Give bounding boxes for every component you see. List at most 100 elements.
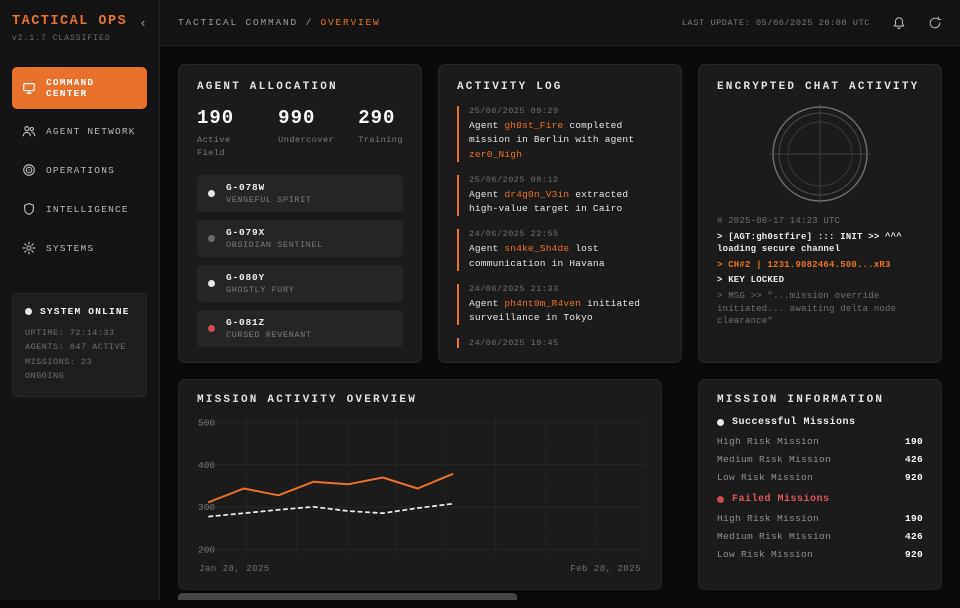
agent-status-dot (208, 234, 215, 242)
mission-stat-row: Low Risk Mission 920 (717, 472, 923, 483)
mission-stat-value: 426 (904, 531, 923, 542)
radar-icon (717, 102, 923, 206)
agent-status-dot (208, 324, 215, 332)
mission-stat-value: 920 (904, 472, 923, 483)
last-update-label: LAST UPDATE: 05/06/2025 20:00 UTC (681, 17, 870, 28)
sidebar-item-systems[interactable]: SYSTEMS (12, 231, 147, 265)
mission-section-header: Successful Missions (717, 417, 923, 428)
svg-text:200: 200 (198, 545, 215, 556)
system-status-title: SYSTEM ONLINE (25, 306, 134, 317)
mission-section-label: Failed Missions (732, 494, 830, 505)
chat-line: > CH#2 | 1231.9082464.500...xR3 (717, 259, 891, 270)
agent-status-dot (208, 279, 215, 287)
sidebar-item-intelligence[interactable]: INTELLIGENCE (12, 192, 147, 226)
sidebar-item-command-center[interactable]: COMMAND CENTER (12, 67, 147, 109)
sidebar-item-agent-network[interactable]: AGENT NETWORK (12, 114, 147, 148)
mission-activity-line-chart: 200 300 400 500 (197, 416, 646, 561)
mission-stat-row: Medium Risk Mission 426 (717, 454, 923, 465)
agent-name: ph4nt0m_R4ven (504, 297, 582, 309)
activity-log-title: ACTIVITY LOG (457, 81, 563, 93)
agent-list-item[interactable]: G-080Y GHOSTLY FURY (197, 264, 403, 302)
horizontal-scrollbar-thumb[interactable] (178, 593, 517, 600)
shield-icon (22, 202, 36, 216)
system-status-label: SYSTEM ONLINE (40, 306, 130, 317)
mission-information-card: MISSION INFORMATION Successful Missions H… (698, 379, 942, 590)
mission-stat-label: Medium Risk Mission (717, 454, 832, 465)
log-timestamp: 25/06/2025 08:12 (469, 174, 559, 185)
agent-codename: VENGEFUL SPIRIT (226, 194, 312, 205)
mission-stat-row: Medium Risk Mission 426 (717, 531, 923, 542)
stat-label: Undercover (278, 135, 335, 145)
chat-line: > [AGT:gh0stfire] ::: INIT >> ^^^ loadin… (717, 231, 902, 255)
mission-section-dot (717, 419, 724, 426)
chat-line: > MSG >> "...mission override initiated.… (717, 290, 897, 327)
mission-stat-label: Low Risk Mission (717, 472, 814, 483)
agent-allocation-stats: 190 Active Field 990 Undercover 290 Training (197, 107, 403, 160)
breadcrumb-root: TACTICAL COMMAND (178, 17, 299, 28)
stat-label: Training (358, 135, 403, 145)
agent-allocation-card: AGENT ALLOCATION 190 Active Field 990 Under… (178, 64, 422, 363)
monitor-icon (22, 81, 36, 95)
sidebar-item-label: SYSTEMS (46, 242, 95, 254)
breadcrumb-separator: / (298, 17, 321, 28)
agent-list-item[interactable]: G-081Z CURSED REVENANT (197, 309, 403, 347)
allocation-stat: 990 Undercover (278, 107, 334, 160)
app-title: TACTICAL OPS (12, 14, 128, 29)
agent-allocation-title: AGENT ALLOCATION (197, 81, 338, 93)
mission-stat-value: 190 (904, 513, 923, 524)
system-status-panel: SYSTEM ONLINE UPTIME: 72:14:33 AGENTS: 84… (12, 293, 147, 397)
mission-stat-row: High Risk Mission 190 (717, 436, 923, 447)
encrypted-chat-title: ENCRYPTED CHAT ACTIVITY (717, 81, 920, 93)
mission-stat-label: Low Risk Mission (717, 549, 814, 560)
main-area: TACTICAL COMMAND / OVERVIEW LAST UPDATE:… (160, 0, 960, 600)
log-message: Agent ph4nt0m_R4ven initiated surveillan… (469, 297, 641, 323)
log-message: Agent sn4ke_Sh4de lost communication in … (469, 243, 605, 269)
chat-line: > KEY LOCKED (717, 275, 785, 286)
activity-log-card: ACTIVITY LOG 25/06/2025 09:29 Agent gh0st… (438, 64, 682, 363)
mission-activity-title: MISSION ACTIVITY OVERVIEW (197, 394, 418, 406)
mission-information-sections: Successful Missions High Risk Mission 190 M… (717, 417, 923, 560)
svg-text:400: 400 (198, 460, 215, 471)
agent-list-item[interactable]: G-079X OBSIDIAN SENTINEL (197, 219, 403, 257)
log-message: Agent gh0st_Fire completed mission in Be… (469, 120, 635, 160)
chat-line: # 2025-06-17 14:23 UTC (717, 216, 841, 226)
system-status-line: UPTIME: 72:14:33 (25, 328, 115, 338)
mission-information-title: MISSION INFORMATION (717, 394, 885, 406)
mission-stat-row: Low Risk Mission 920 (717, 549, 923, 560)
stat-value: 990 (278, 107, 316, 129)
chart-start-date: Jan 28, 2025 (199, 564, 270, 574)
sidebar-collapse-chevron-icon[interactable]: ‹ (139, 16, 147, 31)
system-status-line: MISSIONS: 23 ONGOING (25, 356, 93, 382)
agent-id: G-080Y (226, 271, 266, 283)
stat-value: 290 (358, 107, 396, 129)
chat-terminal-lines: # 2025-06-17 14:23 UTC > [AGT:gh0stfire] … (717, 215, 923, 328)
breadcrumb: TACTICAL COMMAND / OVERVIEW (178, 17, 381, 28)
activity-log-entry: 24/06/2025 19:45 (457, 338, 663, 349)
svg-text:500: 500 (198, 417, 215, 428)
sidebar-item-label: COMMAND CENTER (46, 77, 95, 99)
mission-stat-label: High Risk Mission (717, 436, 820, 447)
sidebar-item-operations[interactable]: OPERATIONS (12, 153, 147, 187)
agent-list-item[interactable]: G-078W VENGEFUL SPIRIT (197, 174, 403, 212)
sidebar-item-label: INTELLIGENCE (46, 203, 129, 215)
agent-id: G-078W (226, 181, 266, 193)
refresh-icon[interactable] (928, 16, 942, 30)
activity-log-list[interactable]: 25/06/2025 09:29 Agent gh0st_Fire complet… (457, 106, 663, 349)
agent-codename: CURSED REVENANT (226, 329, 312, 340)
agent-name: sn4ke_Sh4de (504, 243, 570, 255)
bell-icon[interactable] (892, 16, 906, 30)
agent-id: G-079X (226, 226, 266, 238)
log-timestamp: 24/06/2025 19:45 (469, 338, 559, 349)
agent-codename: GHOSTLY FURY (226, 284, 295, 295)
sidebar: TACTICAL OPS v2.1.7 CLASSIFIED ‹ COMMAND… (0, 0, 160, 600)
breadcrumb-current: OVERVIEW (320, 17, 381, 28)
agent-name: zer0_Nigh (469, 148, 523, 160)
agent-codename: OBSIDIAN SENTINEL (226, 239, 323, 250)
agent-id: G-081Z (226, 316, 266, 328)
topbar: TACTICAL COMMAND / OVERVIEW LAST UPDATE:… (160, 0, 960, 46)
mission-stat-value: 426 (904, 454, 923, 465)
encrypted-chat-card: ENCRYPTED CHAT ACTIVITY # 2025-06-17 14:… (698, 64, 942, 363)
target-icon (22, 163, 36, 177)
mission-stat-value: 190 (904, 436, 923, 447)
agent-name: dr4g0n_V3in (504, 188, 570, 200)
